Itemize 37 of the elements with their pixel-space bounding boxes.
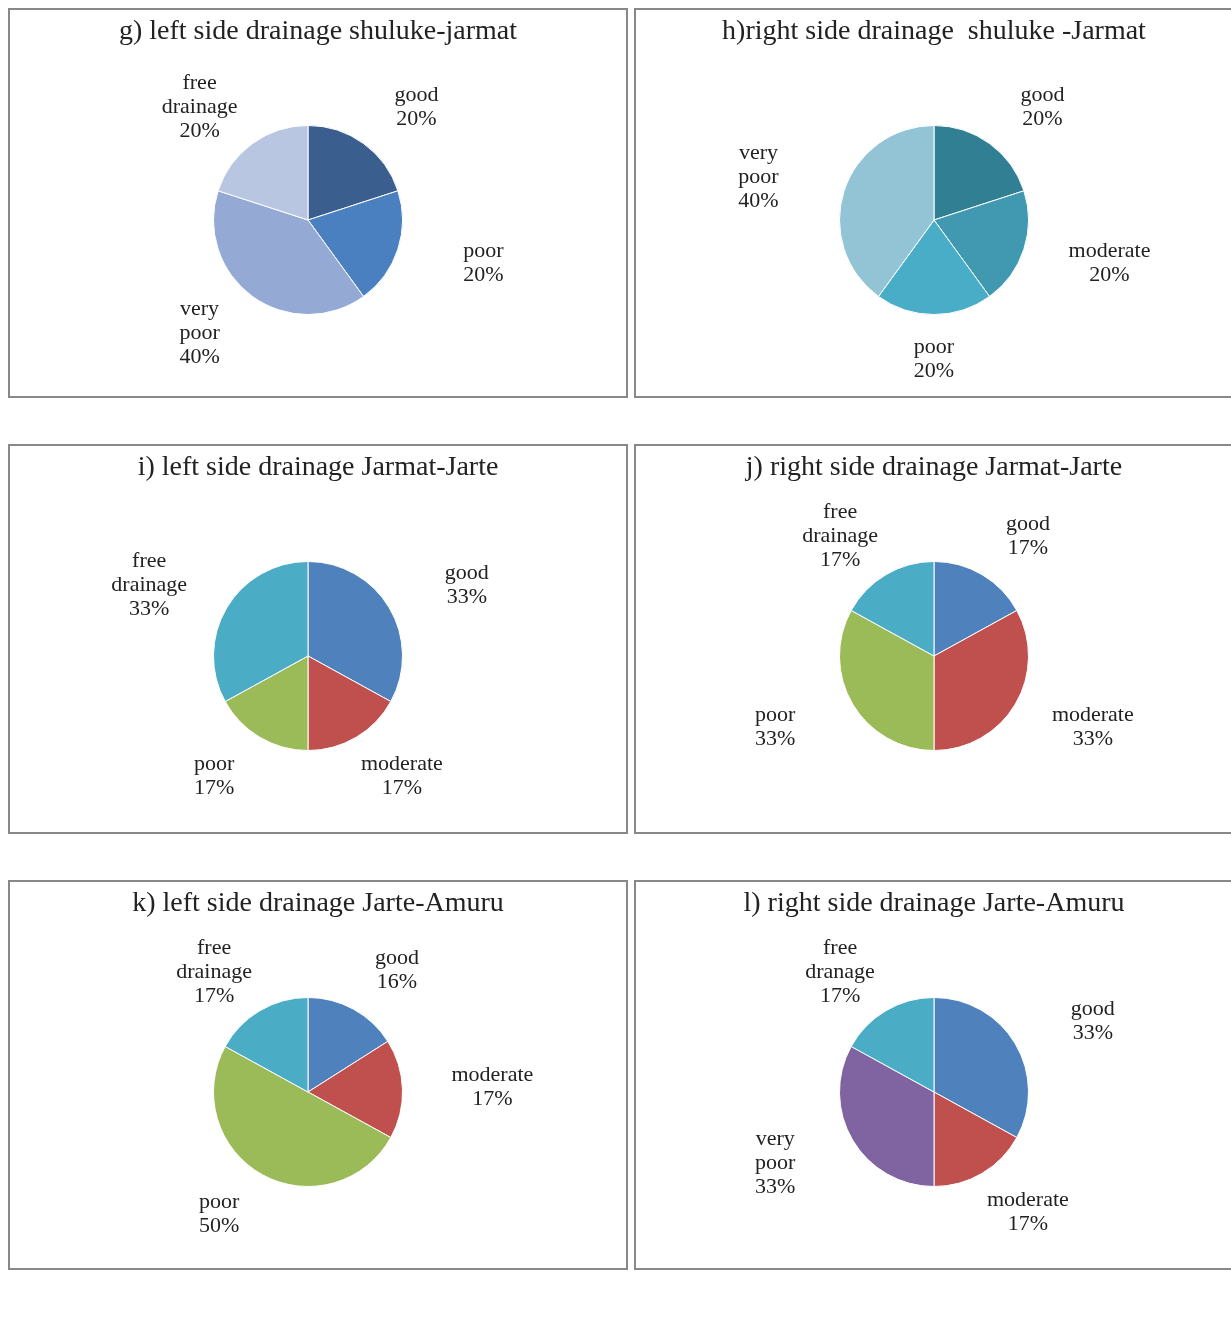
data-label: 17% [472, 1085, 513, 1111]
slice-label: poor [193, 749, 235, 775]
slice-label: poor [198, 1188, 240, 1214]
chart-title: k) left side drainage Jarte-Amuru [131, 885, 505, 919]
slice-label: poor [913, 333, 955, 359]
data-label: 17% [381, 773, 423, 799]
chart-title: h)right side drainage shuluke -Jarmat [721, 13, 1147, 47]
slice-label: moderate [1068, 236, 1151, 262]
slice-label: good [394, 80, 439, 106]
slice-label: very poor [738, 138, 780, 188]
slice-label: good [1005, 509, 1050, 535]
data-label: 33% [1072, 724, 1113, 750]
data-label: 20% [1089, 260, 1130, 286]
slice-label: good [1020, 80, 1065, 106]
slice-label: poor [463, 236, 505, 262]
slice-label: poor [755, 700, 797, 726]
slice-label: good [1070, 994, 1115, 1020]
data-label: 17% [1007, 1209, 1049, 1235]
slice-label: free dranage [805, 933, 875, 983]
slice-label: moderate [986, 1185, 1069, 1211]
chart-title: l) right side drainage Jarte-Amuru [742, 885, 1126, 919]
slice-label: free drainage [802, 497, 878, 547]
slice-label: good [444, 558, 489, 584]
slice-label: moderate [451, 1061, 534, 1087]
data-label: 20% [913, 357, 955, 383]
chart-title: i) left side drainage Jarmat-Jarte [136, 449, 500, 483]
slice-label: moderate [360, 749, 443, 775]
slice-label: moderate [1051, 700, 1134, 726]
chart-title: j) right side drainage Jarmat-Jarte [744, 449, 1124, 483]
slice-label: good [374, 943, 419, 969]
slice-label: free drainage [111, 546, 188, 596]
chart-title: g) left side drainage shuluke-jarmat [117, 13, 519, 47]
data-label: 50% [198, 1212, 240, 1238]
slice-label: free drainage [176, 933, 252, 983]
slice-label: very poor [755, 1124, 797, 1174]
slice-label: free drainage [161, 68, 238, 118]
slice-label: very poor [179, 294, 221, 344]
